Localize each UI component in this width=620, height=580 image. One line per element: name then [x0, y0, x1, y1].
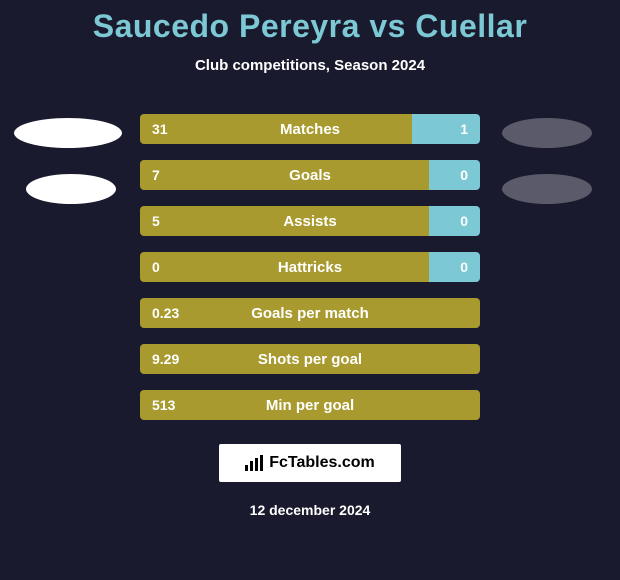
stat-row-hattricks: 0 Hattricks 0 [140, 252, 480, 282]
player2-badge-column [498, 114, 608, 204]
stat-row-goals: 7 Goals 0 [140, 160, 480, 190]
player2-badge [502, 118, 592, 148]
stats-area: 31 Matches 1 7 Goals 0 5 Assists 0 [0, 114, 620, 420]
watermark-text: FcTables.com [269, 454, 375, 472]
stat-row-matches: 31 Matches 1 [140, 114, 480, 144]
stat-label: Goals [140, 167, 480, 184]
footer-date: 12 december 2024 [250, 502, 371, 518]
stat-label: Assists [140, 213, 480, 230]
player2-value: 0 [460, 259, 468, 275]
player2-value: 1 [460, 121, 468, 137]
stat-label: Shots per goal [140, 351, 480, 368]
stat-label: Matches [140, 121, 480, 138]
bars-icon [245, 455, 263, 471]
comparison-infographic: Saucedo Pereyra vs Cuellar Club competit… [0, 0, 620, 580]
stat-bars: 31 Matches 1 7 Goals 0 5 Assists 0 [140, 114, 480, 420]
player1-badge [14, 118, 122, 148]
player1-badge [26, 174, 116, 204]
page-title: Saucedo Pereyra vs Cuellar [93, 8, 528, 45]
player2-value: 0 [460, 167, 468, 183]
player2-value: 0 [460, 213, 468, 229]
stat-row-assists: 5 Assists 0 [140, 206, 480, 236]
player1-badge-column [12, 114, 122, 204]
stat-row-goals-per-match: 0.23 Goals per match [140, 298, 480, 328]
stat-label: Min per goal [140, 397, 480, 414]
stat-label: Goals per match [140, 305, 480, 322]
stat-row-shots-per-goal: 9.29 Shots per goal [140, 344, 480, 374]
player2-badge [502, 174, 592, 204]
watermark: FcTables.com [219, 444, 401, 482]
page-subtitle: Club competitions, Season 2024 [195, 57, 425, 74]
stat-label: Hattricks [140, 259, 480, 276]
stat-row-min-per-goal: 513 Min per goal [140, 390, 480, 420]
